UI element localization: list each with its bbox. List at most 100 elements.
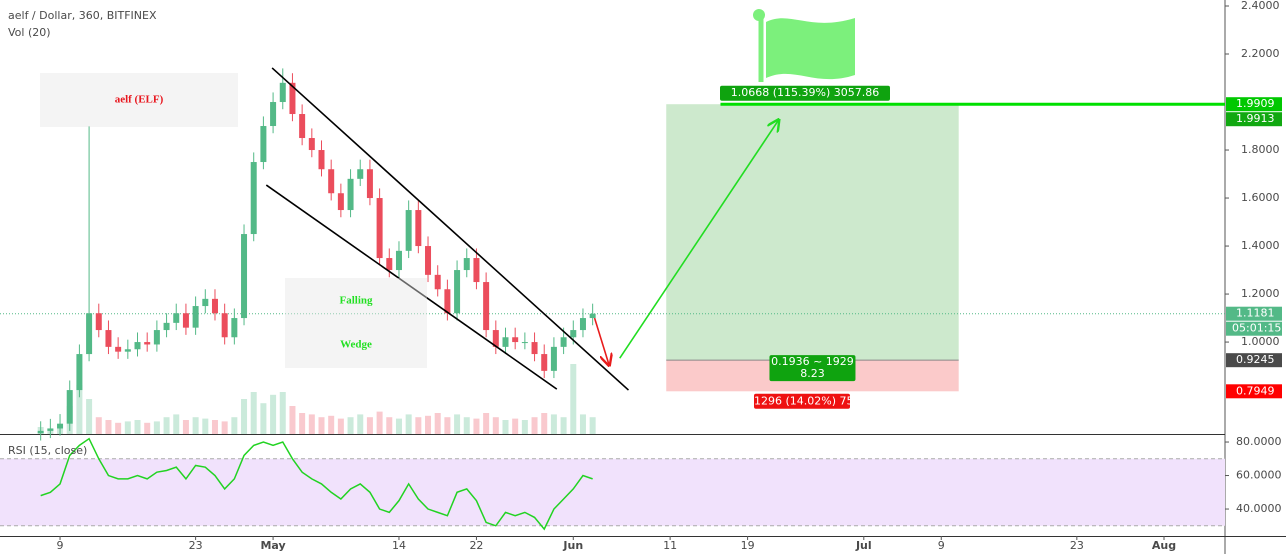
annotation-text: aelf (ELF) xyxy=(115,94,164,106)
y-tick-label: 1.6000 xyxy=(1241,191,1280,204)
volume-bar xyxy=(105,420,112,434)
price-label: 1.1181 xyxy=(1236,307,1275,320)
candle-body xyxy=(221,313,228,338)
volume-bar xyxy=(366,417,373,434)
volume-label: Vol (20) xyxy=(8,26,51,39)
volume-bar xyxy=(202,418,209,434)
candle-body xyxy=(541,354,548,371)
candle-body xyxy=(454,270,461,314)
candle-body xyxy=(405,210,412,251)
volume-bar xyxy=(241,399,248,434)
candle-body xyxy=(66,390,73,424)
volume-bar xyxy=(386,417,393,434)
volume-bar xyxy=(463,417,470,434)
y-tick-label: 1.0000 xyxy=(1241,335,1280,348)
candle-body xyxy=(299,114,306,139)
target-label-box xyxy=(720,85,890,101)
candle-body xyxy=(115,346,122,352)
rsi-band xyxy=(0,458,1225,526)
volume-bar xyxy=(579,414,586,434)
volume-bar xyxy=(163,417,170,434)
candle-body xyxy=(463,258,470,271)
volume-bar xyxy=(115,422,122,434)
volume-bar xyxy=(570,364,577,434)
volume-bar xyxy=(560,417,567,434)
volume-bar xyxy=(521,420,528,434)
volume-bar xyxy=(483,413,490,434)
candle-body xyxy=(425,246,432,275)
volume-bar xyxy=(299,413,306,434)
volume-bar xyxy=(541,413,548,434)
price-label-box xyxy=(1226,353,1282,368)
candle-body xyxy=(163,322,170,331)
candle-body xyxy=(531,342,538,355)
volume-bar xyxy=(512,418,519,434)
rsi-line xyxy=(40,437,593,531)
candle-body xyxy=(124,349,131,352)
x-tick-label: 11 xyxy=(663,539,677,552)
volume-bar xyxy=(415,417,422,434)
candle-body xyxy=(211,298,218,314)
candle-body xyxy=(376,198,383,259)
y-tick-label: 1.2000 xyxy=(1241,287,1280,300)
volume-bar xyxy=(328,415,335,434)
candle-body xyxy=(182,313,189,328)
candle-body xyxy=(473,258,480,283)
candle-body xyxy=(270,102,277,127)
volume-bar xyxy=(95,417,102,434)
volume-bar xyxy=(357,414,364,434)
volume-bar xyxy=(434,413,441,434)
entry-label: 0.1936 ~ 1929 xyxy=(771,355,854,368)
volume-bar xyxy=(260,403,267,434)
volume-bar xyxy=(134,420,141,434)
x-tick-label: 22 xyxy=(469,539,483,552)
candle-body xyxy=(279,82,286,103)
volume-bar xyxy=(153,421,160,434)
candle-body xyxy=(502,337,509,347)
volume-bar xyxy=(76,385,83,434)
volume-bar xyxy=(337,418,344,434)
x-tick-label: 9 xyxy=(57,539,64,552)
volume-bar xyxy=(589,417,596,434)
rsi-label: RSI (15, close) xyxy=(8,444,87,457)
volume-bar xyxy=(502,420,509,434)
annotation-text: Wedge xyxy=(340,339,372,351)
candle-body xyxy=(250,162,257,235)
candle-body xyxy=(57,423,64,429)
price-label: 0.9245 xyxy=(1236,353,1275,366)
volume-bar xyxy=(492,417,499,434)
price-label-box xyxy=(1226,306,1282,321)
candle-body xyxy=(260,126,267,163)
arrow xyxy=(619,120,779,359)
candle-body xyxy=(37,430,44,434)
candle-body xyxy=(328,169,335,194)
volume-bar xyxy=(318,417,325,434)
trend-line xyxy=(271,67,630,391)
candle-body xyxy=(521,342,528,344)
volume-bar xyxy=(270,394,277,434)
volume-bar xyxy=(454,414,461,434)
price-label: 0.7949 xyxy=(1236,384,1275,397)
candle-body xyxy=(444,289,451,314)
volume-bar xyxy=(444,417,451,434)
candle-body xyxy=(241,234,248,319)
arrow xyxy=(593,317,610,365)
annotation-box xyxy=(285,278,427,368)
entry-label: 8.23 xyxy=(800,367,825,380)
candle-body xyxy=(589,313,596,319)
stop-label: 0.1296 (14.02%) 750 xyxy=(743,394,860,407)
price-label: 1.9909 xyxy=(1236,97,1275,110)
x-tick-label: 23 xyxy=(189,539,203,552)
candle-body xyxy=(144,342,151,345)
x-tick-label: 14 xyxy=(392,539,406,552)
candle-body xyxy=(483,282,490,331)
volume-bar xyxy=(395,418,402,434)
symbol-title: aelf / Dollar, 360, BITFINEX xyxy=(8,9,157,22)
candle-body xyxy=(289,82,296,115)
rsi-y-tick-label: 40.0000 xyxy=(1236,502,1282,515)
countdown: 05:01:15 xyxy=(1232,322,1281,335)
candle-body xyxy=(308,138,315,151)
candle-body xyxy=(347,178,354,211)
volume-bar xyxy=(231,417,238,434)
candle-body xyxy=(134,342,141,350)
